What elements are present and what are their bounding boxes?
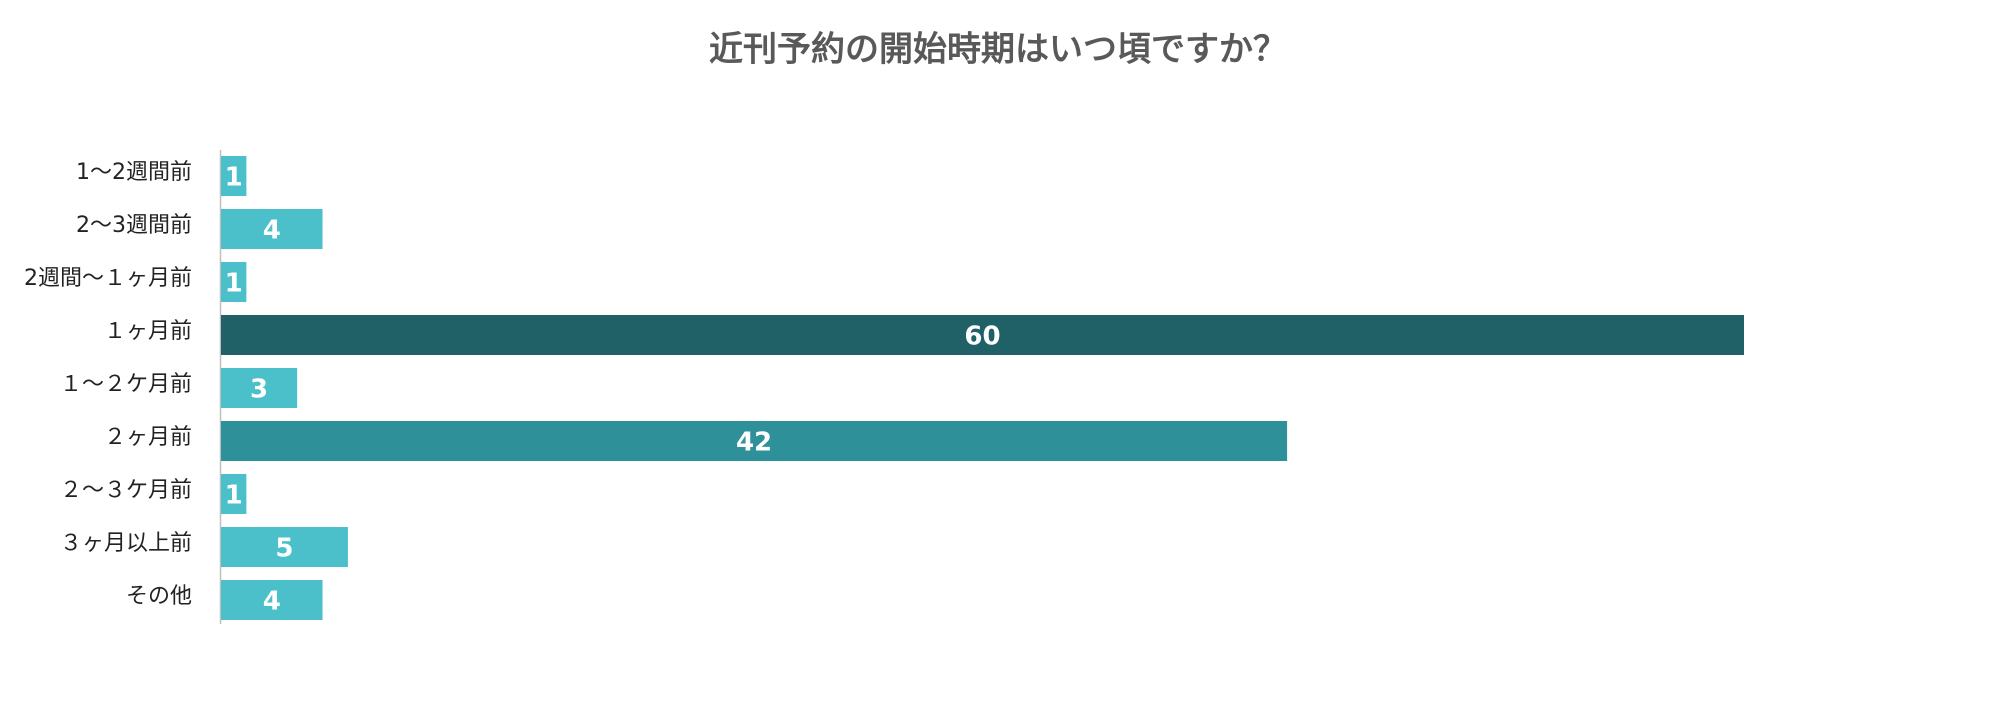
data-label: 5 <box>275 534 293 564</box>
y-tick-label: 2～3週間前 <box>76 213 192 238</box>
data-label: 1 <box>225 481 243 511</box>
y-tick-label: １ヶ月前 <box>104 319 192 344</box>
data-label: 4 <box>263 216 281 246</box>
bar <box>221 209 323 249</box>
y-tick-label: ２～３ケ月前 <box>60 478 192 503</box>
bar <box>221 315 1744 355</box>
y-tick-label: その他 <box>126 584 192 609</box>
bar <box>221 474 247 514</box>
data-label: 42 <box>736 428 772 458</box>
bar <box>221 580 323 620</box>
bar <box>221 368 298 408</box>
data-label: 4 <box>263 587 281 617</box>
y-tick-label: １～２ケ月前 <box>60 372 192 397</box>
bar <box>221 262 247 302</box>
bar <box>221 421 1288 461</box>
data-label: 60 <box>964 322 1000 352</box>
data-label: 1 <box>225 163 243 193</box>
data-label: 1 <box>225 269 243 299</box>
bar <box>221 527 348 567</box>
chart-title: 近刊予約の開始時期はいつ頃ですか？ <box>709 30 1287 70</box>
y-tick-label: 2週間～１ヶ月前 <box>24 266 192 291</box>
y-tick-label: ２ヶ月前 <box>104 425 192 450</box>
data-label: 3 <box>250 375 268 405</box>
y-tick-label: 1～2週間前 <box>76 160 192 185</box>
y-tick-label: ３ヶ月以上前 <box>60 531 192 556</box>
bar <box>221 156 247 196</box>
